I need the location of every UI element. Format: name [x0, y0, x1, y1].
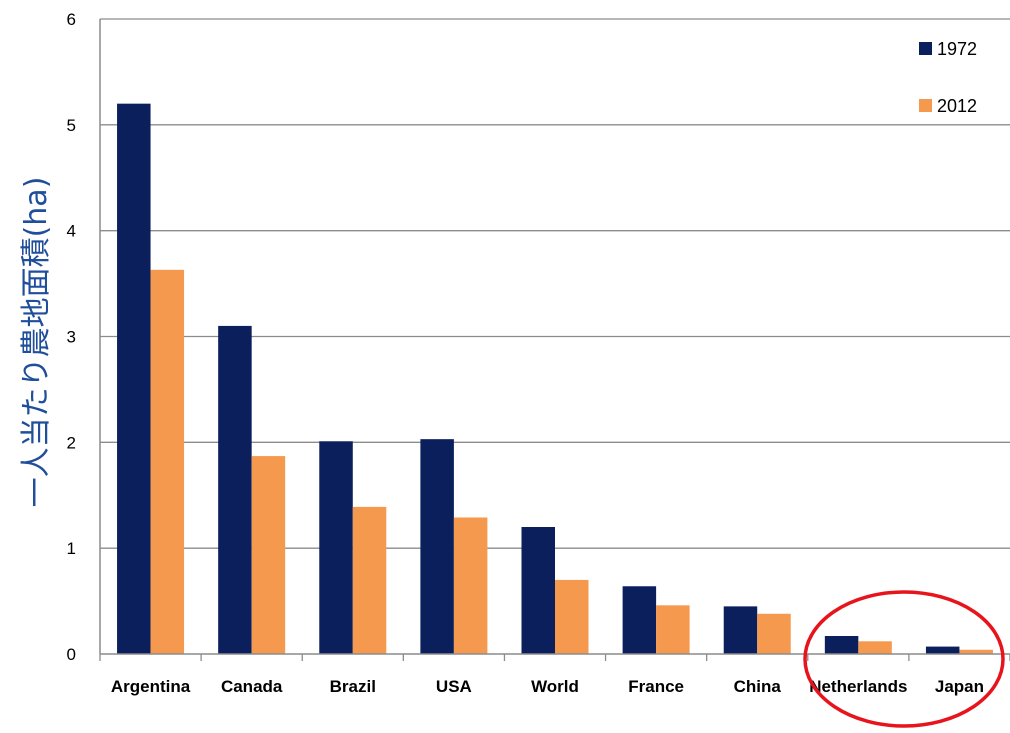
legend-label-1972: 1972	[937, 39, 977, 59]
highlight-circle	[803, 590, 1005, 728]
y-tick-label: 0	[67, 645, 76, 664]
bar-1972-netherlands	[824, 636, 859, 654]
bar-2012-world	[555, 579, 589, 654]
legend-swatch-2012	[919, 99, 932, 112]
y-tick-labels: 0 1 2 3 4 5 6	[67, 10, 76, 664]
category-label-japan: Japan	[935, 677, 984, 696]
bar-2012-netherlands	[858, 641, 892, 654]
bar-1972-brazil	[319, 441, 353, 654]
category-label-argentina: Argentina	[111, 677, 191, 696]
y-tick-label: 5	[67, 116, 76, 135]
category-label-brazil: Brazil	[330, 677, 376, 696]
category-label-china: China	[734, 677, 782, 696]
legend-swatch-1972	[919, 42, 932, 55]
bar-2012-france	[656, 605, 690, 654]
y-tick-label: 3	[67, 328, 76, 347]
bar-1972-france	[622, 586, 657, 654]
category-label-world: World	[531, 677, 579, 696]
category-label-usa: USA	[436, 677, 472, 696]
y-tick-label: 4	[67, 222, 76, 241]
bar-1972-argentina	[117, 103, 151, 654]
category-labels: Argentina Canada Brazil USA World France China…	[111, 677, 984, 696]
y-tick-label: 1	[67, 539, 76, 558]
bar-1972-japan	[925, 646, 960, 654]
legend: 1972 2012	[919, 39, 977, 116]
y-tick-label: 2	[67, 433, 76, 452]
category-label-canada: Canada	[221, 677, 283, 696]
bar-1972-usa	[420, 439, 454, 654]
bar-2012-usa	[453, 517, 488, 654]
bar-2012-japan	[959, 649, 993, 654]
bar-2012-china	[757, 613, 791, 654]
category-label-netherlands: Netherlands	[809, 677, 907, 696]
bars	[117, 103, 993, 654]
bar-1972-world	[521, 527, 555, 654]
bar-2012-canada	[251, 456, 286, 654]
legend-label-2012: 2012	[937, 96, 977, 116]
bar-1972-canada	[218, 325, 252, 654]
x-tick-marks	[99, 654, 1010, 661]
y-tick-label: 6	[67, 10, 76, 29]
bar-2012-argentina	[150, 269, 185, 654]
y-axis-title: 一人当たり農地面積(ha)	[19, 177, 54, 508]
bar-2012-brazil	[352, 506, 387, 654]
category-label-france: France	[628, 677, 684, 696]
bar-1972-china	[723, 606, 758, 654]
